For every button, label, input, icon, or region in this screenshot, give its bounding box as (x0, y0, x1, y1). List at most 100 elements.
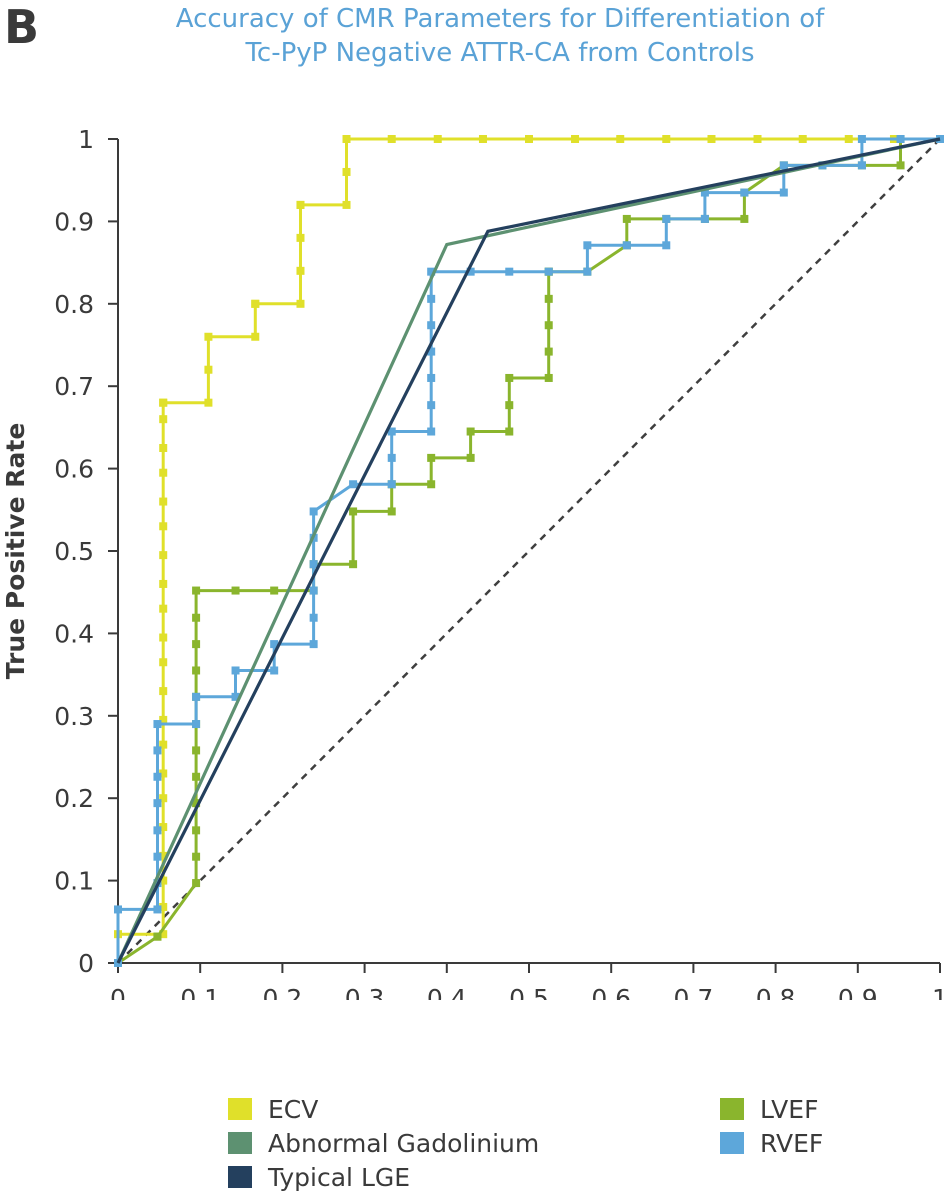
point-ecv (433, 135, 442, 143)
point-ecv (159, 823, 168, 832)
point-rvef (427, 347, 436, 356)
point-ecv (159, 604, 168, 613)
point-ecv (707, 135, 716, 143)
legend-swatch-typical-lge (228, 1166, 252, 1188)
point-rvef (622, 241, 631, 250)
x-tick-label: 0.6 (591, 984, 631, 1000)
y-tick-label: 1 (78, 125, 94, 154)
point-lvef (427, 453, 436, 462)
point-lvef (192, 666, 201, 675)
y-tick-label: 0.3 (54, 702, 94, 731)
point-rvef (153, 905, 162, 914)
point-lvef (349, 560, 358, 569)
point-lvef (427, 480, 436, 489)
point-ecv (342, 135, 351, 143)
point-rvef (662, 214, 671, 223)
y-tick-label: 0.2 (54, 784, 94, 813)
roc-chart: 0 0.1 0.2 0.3 0.4 0.5 0.6 0.7 0.8 0.9 1 0 0.1 0.2 0.3 0… (1, 125, 947, 1000)
legend-label-ecv: ECV (268, 1094, 319, 1124)
point-lvef (544, 373, 553, 382)
point-ecv (798, 135, 807, 143)
x-tick-label: 0.3 (345, 984, 385, 1000)
point-rvef (192, 692, 201, 701)
point-ecv (753, 135, 762, 143)
chart-title-line-2: Tc-PyP Negative ATTR-CA from Controls (245, 38, 755, 68)
x-tick-label: 0.9 (838, 984, 878, 1000)
point-ecv (204, 332, 213, 341)
point-ecv (296, 299, 305, 308)
legend-swatch-lvef (720, 1098, 744, 1120)
point-lvef (505, 373, 514, 382)
point-ecv (159, 851, 168, 860)
point-rvef (231, 692, 240, 701)
point-rvef (427, 373, 436, 382)
point-rvef (114, 905, 122, 914)
chance-diagonal-line (117, 138, 941, 964)
point-lvef (387, 507, 396, 516)
y-tick-label: 0.1 (54, 867, 94, 896)
point-ecv (251, 332, 260, 341)
x-tick-label: 0.8 (756, 984, 796, 1000)
x-tick-label: 1 (932, 984, 947, 1000)
point-ecv (844, 135, 853, 143)
point-lvef (192, 772, 201, 781)
point-rvef (153, 799, 162, 808)
point-ecv (159, 633, 168, 642)
point-lvef (153, 932, 162, 941)
point-lvef (544, 347, 553, 356)
point-ecv (204, 365, 213, 374)
point-lvef (740, 214, 749, 223)
point-rvef (779, 161, 788, 170)
point-ecv (159, 444, 168, 452)
legend-swatch-ecv (228, 1098, 252, 1120)
point-ecv (296, 233, 305, 242)
point-ecv (296, 266, 305, 275)
x-tick-label: 0.2 (263, 984, 303, 1000)
point-rvef (231, 666, 240, 675)
point-ecv (159, 551, 168, 560)
legend-swatch-rvef (720, 1132, 744, 1154)
x-tick-label: 0.7 (674, 984, 714, 1000)
point-rvef (857, 161, 866, 170)
point-rvef (270, 640, 279, 649)
point-rvef (309, 640, 318, 649)
point-ecv (342, 200, 351, 209)
point-rvef (349, 480, 358, 489)
point-ecv (159, 398, 168, 407)
point-lvef (192, 586, 201, 595)
point-rvef (583, 267, 592, 276)
point-ecv (159, 769, 168, 778)
point-rvef (153, 852, 162, 861)
point-ecv (159, 522, 168, 531)
y-tick-label: 0.5 (54, 537, 94, 566)
point-ecv (159, 930, 168, 939)
point-ecv (159, 497, 168, 506)
point-ecv (159, 415, 168, 424)
point-ecv (662, 135, 671, 143)
series-line-typical-lge (116, 137, 941, 964)
point-rvef (309, 613, 318, 622)
point-ecv (159, 468, 168, 477)
x-tick-label: 0.5 (509, 984, 549, 1000)
point-ecv (616, 135, 625, 143)
point-rvef (583, 241, 592, 250)
point-ecv (571, 135, 580, 143)
point-rvef (192, 720, 201, 729)
point-rvef (740, 188, 749, 197)
point-rvef (427, 321, 436, 330)
legend-item-abnormal-gadolinium: Abnormal Gadolinium (228, 1126, 539, 1160)
x-tick-label: 0.4 (427, 984, 467, 1000)
point-rvef (153, 772, 162, 781)
legend-label-abnormal-gadolinium: Abnormal Gadolinium (268, 1128, 540, 1158)
point-rvef (153, 720, 162, 729)
point-rvef (153, 826, 162, 835)
y-axis-title: True Positive Rate (1, 423, 30, 680)
y-tick-label: 0.9 (54, 207, 94, 236)
point-lvef (896, 161, 905, 170)
legend-label-typical-lge: Typical LGE (268, 1162, 411, 1192)
point-rvef (544, 267, 553, 276)
point-rvef (427, 427, 436, 436)
point-rvef (662, 241, 671, 250)
legend-item-rvef: RVEF (720, 1126, 823, 1160)
series-line-ecv (116, 137, 940, 963)
